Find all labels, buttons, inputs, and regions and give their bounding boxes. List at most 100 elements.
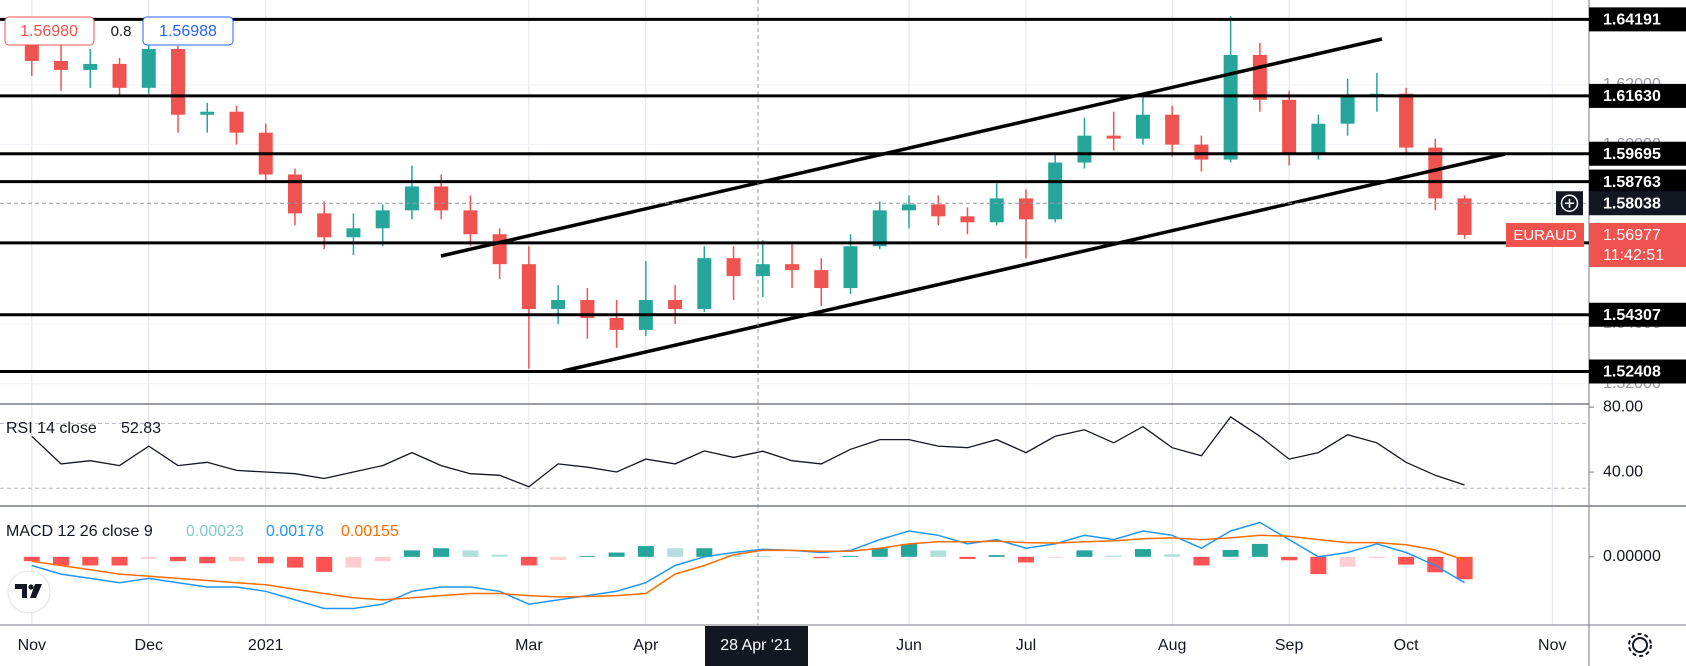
macd-histogram-bar	[1222, 549, 1239, 557]
candle-body	[141, 48, 156, 88]
macd-histogram-bar	[1456, 556, 1473, 580]
candle-body	[1048, 162, 1063, 220]
candle-body	[814, 270, 829, 289]
macd-histogram-bar	[901, 543, 917, 557]
level-label-box	[1589, 141, 1686, 166]
candle-body	[1457, 198, 1472, 235]
candle-body	[1252, 54, 1267, 100]
candle-body	[902, 204, 916, 211]
macd-histogram-bar	[228, 556, 245, 562]
candle-body	[375, 210, 390, 229]
x-tick-label: 2021	[248, 637, 284, 654]
macd-histogram-bar	[1047, 556, 1064, 558]
macd-histogram-bar	[667, 548, 684, 557]
symbol-label: EURAUD	[1513, 227, 1577, 244]
candle-body	[1311, 123, 1326, 154]
candle-body	[755, 264, 770, 277]
macd-histogram-bar	[316, 556, 333, 572]
candle-body	[171, 48, 185, 115]
macd-line	[31, 534, 1465, 601]
overlay: 1.641911.616301.596951.587631.567121.543…	[0, 7, 1686, 384]
level-label: 1.59695	[1603, 146, 1661, 163]
rsi-line	[31, 416, 1465, 488]
level-label-box	[1589, 7, 1686, 32]
level-label: 1.58763	[1603, 174, 1661, 191]
last-price-label: 1.56977	[1603, 227, 1661, 244]
candle-body	[1340, 96, 1355, 124]
candle-body	[492, 234, 507, 265]
macd-histogram-bar	[433, 548, 450, 557]
candle-body	[1282, 99, 1297, 154]
bid-price: 1.56980	[20, 23, 78, 40]
macd-value: 0.00178	[266, 523, 324, 540]
crosshair-add-plus	[1565, 198, 1574, 208]
x-tick-label: Apr	[633, 637, 659, 654]
spread: 0.8	[111, 23, 132, 40]
candle-body	[726, 258, 741, 277]
logo[interactable]	[7, 570, 51, 614]
ask-price: 1.56988	[159, 23, 217, 40]
ask-box[interactable]	[142, 16, 234, 46]
macd-histogram-bar	[53, 556, 70, 566]
rsi-tick-label: 80.00	[1603, 398, 1643, 415]
macd-histogram-bar	[462, 550, 479, 557]
candle-body	[1106, 135, 1121, 139]
candle-body	[872, 210, 887, 247]
crosshair-price-box	[1589, 191, 1686, 216]
candle-body	[112, 63, 127, 88]
macd-histogram-bar	[842, 555, 859, 557]
crosshair-time-box	[705, 626, 808, 666]
macd-histogram-bar	[1164, 554, 1181, 557]
candle-body	[1194, 144, 1209, 160]
macd-histogram-bar	[286, 556, 303, 568]
macd-histogram-bar	[23, 556, 40, 562]
candle-body	[960, 216, 975, 223]
candle-body	[54, 60, 69, 70]
macd-histogram-bar	[140, 556, 157, 559]
signal-value: 0.00155	[341, 523, 399, 540]
macd-histogram-bar	[725, 554, 742, 557]
candle-body	[1399, 93, 1414, 148]
rsi-value: 52.83	[121, 420, 161, 437]
level-label: 1.61630	[1603, 88, 1661, 105]
settings-icon[interactable]	[1628, 633, 1652, 657]
macd-histogram-bar	[1281, 556, 1298, 561]
candle-body	[83, 63, 98, 70]
macd-histogram-bar	[374, 556, 391, 562]
candle-body	[1077, 135, 1092, 163]
candle-body	[521, 264, 536, 309]
level-label-box	[1589, 83, 1686, 108]
macd-histogram-bar	[257, 556, 274, 564]
macd-line	[31, 521, 1465, 610]
candle-body	[229, 111, 244, 133]
candle-body	[1165, 114, 1180, 145]
macd-histogram-bar	[403, 550, 420, 557]
candle-body	[434, 186, 449, 211]
x-tick-label: Jun	[896, 637, 922, 654]
rsi-tick-label: 40.00	[1603, 463, 1643, 480]
macd-histogram-bar	[491, 554, 508, 557]
crosshair-add-icon[interactable]	[1560, 194, 1579, 212]
candle-body	[609, 317, 624, 330]
candle-body	[1018, 198, 1033, 220]
level-label: 1.64191	[1603, 12, 1661, 29]
x-tick-label: Nov	[1538, 637, 1566, 654]
x-tick-label: Mar	[515, 637, 543, 654]
level-label: 1.52408	[1603, 364, 1661, 381]
candle-body	[463, 210, 478, 235]
macd-histogram-bar	[930, 550, 947, 557]
macd-histogram-bar	[345, 556, 362, 568]
macd-histogram-bar	[813, 556, 830, 559]
rsi-legend: RSI 14 close	[6, 420, 97, 437]
last-price-box	[1589, 222, 1686, 267]
x-tick-label: Nov	[18, 637, 46, 654]
level-label-box	[1589, 359, 1686, 384]
candle-body	[551, 300, 566, 309]
macd-histogram-bar	[988, 555, 1005, 557]
candle-body	[989, 198, 1004, 223]
macd-histogram-bar	[579, 555, 596, 557]
bid-box[interactable]	[4, 16, 95, 46]
macd-histogram-bar	[1193, 556, 1210, 566]
